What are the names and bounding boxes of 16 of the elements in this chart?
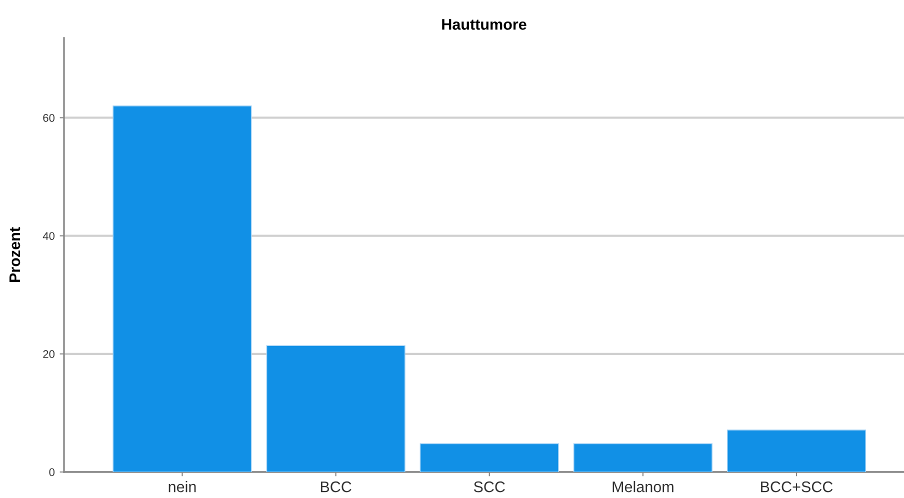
x-tick-label: BCC+SCC	[761, 481, 833, 492]
bar	[112, 105, 252, 472]
x-tick-label: BCC	[320, 481, 352, 492]
x-tick-label: SCC	[474, 481, 505, 492]
y-tick-label: 60	[43, 114, 55, 122]
y-tick-label: 0	[49, 468, 55, 476]
y-tick-label: 20	[43, 350, 55, 358]
bar	[726, 430, 866, 472]
y-tick-label: 40	[42, 232, 55, 240]
bar	[266, 345, 406, 472]
x-tick-label: Melanom	[612, 481, 674, 492]
bar	[420, 443, 559, 472]
chart-title: Hauttumore	[442, 19, 526, 30]
y-axis-title: Prozent	[9, 227, 20, 282]
bar	[573, 443, 712, 472]
x-tick-label: nein	[168, 481, 196, 492]
